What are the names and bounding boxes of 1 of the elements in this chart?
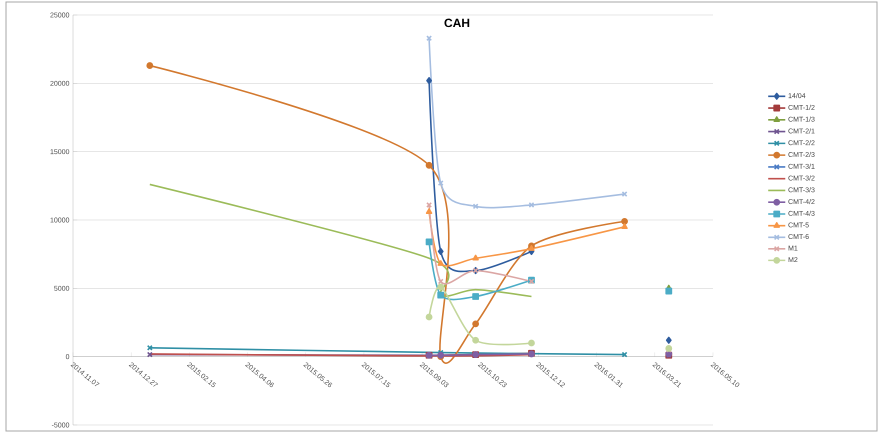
- chart-title: CAH: [444, 18, 470, 28]
